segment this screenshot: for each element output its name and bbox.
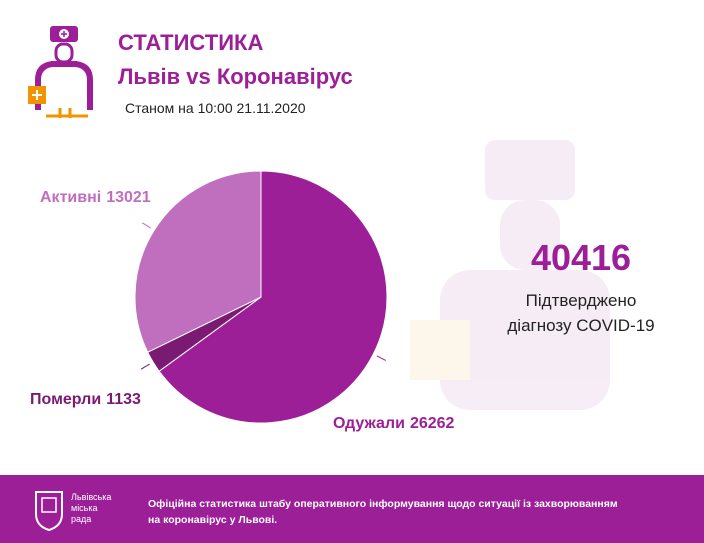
leader-line xyxy=(140,363,150,370)
title: СТАТИСТИКА xyxy=(118,30,263,55)
slice-value: 1133 xyxy=(106,391,141,408)
logo-text: рада xyxy=(71,514,91,524)
pie-slice xyxy=(134,170,262,353)
footer-band xyxy=(0,475,704,543)
date: Станом на 10:00 21.11.2020 xyxy=(125,100,306,116)
pie-chart: Одужали 26262 Померли 1133 Активні 13021 xyxy=(30,170,455,432)
total-label: Підтверджено xyxy=(526,291,637,310)
total-value: 40416 xyxy=(531,237,631,278)
slice-label: Померли 1133 xyxy=(30,391,141,408)
city-logo xyxy=(35,491,63,532)
leader-line xyxy=(376,355,387,361)
logo-icon xyxy=(28,26,93,118)
pie-slice xyxy=(158,170,388,424)
slice-value: 26262 xyxy=(410,415,455,432)
logo-text: міська xyxy=(71,503,98,513)
logo-text: Львівська xyxy=(71,492,111,502)
slice-category: Одужали xyxy=(333,415,405,432)
slice-label: Одужали 26262 xyxy=(333,415,455,432)
watermark xyxy=(410,140,610,410)
subtitle: Львів vs Коронавірус xyxy=(118,64,353,89)
slice-category: Активні xyxy=(40,189,101,206)
footer-text: Офіційна статистика штабу оперативного і… xyxy=(148,498,618,526)
slice-value: 13021 xyxy=(106,189,151,206)
leader-line xyxy=(142,222,152,229)
slice-category: Померли xyxy=(30,391,101,408)
total-label: діагнозу COVID-19 xyxy=(507,316,654,335)
slice-label: Активні 13021 xyxy=(40,189,151,206)
